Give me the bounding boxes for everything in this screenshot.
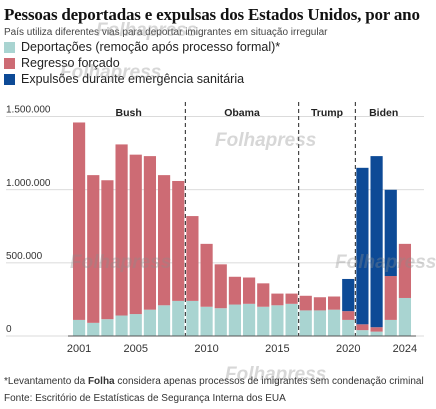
legend-swatch-regresso xyxy=(4,57,15,69)
bar-segment-regresso-2008 xyxy=(172,180,185,301)
bar-segment-deportacoes-2005 xyxy=(129,314,142,336)
bar-segment-deportacoes-2007 xyxy=(157,305,171,336)
stacked-bar-chart: Bush Obama Trump Biden 0 500.000 1.000.000 1.5… xyxy=(6,102,424,355)
bar-segment-regresso-2013 xyxy=(242,277,256,304)
bar-segment-deportacoes-2009 xyxy=(186,300,199,336)
y-tick-label: 1.500.000 xyxy=(6,105,51,116)
bar-segment-regresso-2015 xyxy=(271,293,284,306)
bar-segment-deportacoes-2001 xyxy=(72,319,86,336)
bar-segment-regresso-2006 xyxy=(143,156,157,310)
chart-subtitle: País utiliza diferentes vias para deport… xyxy=(4,27,328,38)
y-tick-label: 500.000 xyxy=(6,251,43,262)
bar-segment-regresso-2004 xyxy=(115,144,128,316)
bar-segment-deportacoes-2015 xyxy=(271,305,284,336)
bar-segment-expulsoes-2022 xyxy=(370,156,383,328)
legend-swatch-deportacoes xyxy=(4,41,15,53)
bar-segment-regresso-2021 xyxy=(356,324,369,331)
bar-segment-deportacoes-2006 xyxy=(143,309,157,336)
bar-segment-deportacoes-2017 xyxy=(299,310,312,336)
legend-item-deportacoes: Deportações (remoção após processo forma… xyxy=(4,39,280,55)
bar-segment-expulsoes-2021 xyxy=(356,167,369,325)
y-tick-label: 1.000.000 xyxy=(6,178,51,189)
bar-segment-regresso-2020 xyxy=(342,311,355,320)
bar-segment-deportacoes-2020 xyxy=(342,319,355,336)
legend-label-regresso: Regresso forçado xyxy=(21,56,120,70)
bar-segment-deportacoes-2010 xyxy=(200,306,213,336)
bar-segment-regresso-2002 xyxy=(87,175,100,323)
bar-segment-deportacoes-2024 xyxy=(398,297,412,336)
legend: Deportações (remoção após processo forma… xyxy=(4,39,280,87)
footnote: *Levantamento da Folha considera apenas … xyxy=(4,376,424,387)
source-note: Fonte: Escritório de Estatísticas de Seg… xyxy=(4,393,286,404)
x-tick-label: 2010 xyxy=(194,343,218,355)
bar-segment-deportacoes-2003 xyxy=(101,319,114,336)
bar-segment-regresso-2014 xyxy=(257,283,270,307)
bar-segment-deportacoes-2002 xyxy=(87,322,100,336)
chart-title: Pessoas deportadas e expulsas dos Estado… xyxy=(4,5,420,24)
bar-segment-deportacoes-2011 xyxy=(214,308,227,336)
bar-segment-deportacoes-2022 xyxy=(370,331,383,336)
footnote-prefix: *Levantamento da xyxy=(4,376,88,387)
legend-label-expulsoes: Expulsões durante emergência sanitária xyxy=(21,72,245,86)
bar-segment-regresso-2016 xyxy=(285,293,298,304)
bar-segment-regresso-2009 xyxy=(186,216,199,301)
bar-segment-deportacoes-2021 xyxy=(356,330,369,336)
bar-segment-deportacoes-2008 xyxy=(172,300,185,336)
period-label-obama: Obama xyxy=(224,107,260,119)
x-tick-label: 2001 xyxy=(67,343,91,355)
legend-label-deportacoes: Deportações (remoção após processo forma… xyxy=(21,40,281,54)
bar-segment-regresso-2018 xyxy=(313,297,327,311)
bar-segment-regresso-2024 xyxy=(398,243,412,298)
bar-segment-expulsoes-2020 xyxy=(342,278,355,312)
bar-segment-deportacoes-2012 xyxy=(228,304,242,336)
x-tick-label: 2024 xyxy=(393,343,417,355)
bar-segment-regresso-2017 xyxy=(299,295,312,311)
legend-item-expulsoes: Expulsões durante emergência sanitária xyxy=(4,71,280,87)
bar-segment-regresso-2012 xyxy=(228,276,242,305)
bar-segment-regresso-2007 xyxy=(157,175,171,306)
bar-segment-deportacoes-2014 xyxy=(257,306,270,336)
bar-segment-deportacoes-2019 xyxy=(327,309,341,336)
x-tick-label: 2015 xyxy=(265,343,289,355)
bar-segment-regresso-2003 xyxy=(101,180,114,320)
bar-segment-regresso-2019 xyxy=(327,296,341,310)
period-label-bush: Bush xyxy=(116,107,142,119)
x-tick-label: 2020 xyxy=(336,343,360,355)
bar-segment-regresso-2010 xyxy=(200,243,213,307)
footnote-suffix: considera apenas processos de imigrantes… xyxy=(114,376,424,387)
x-tick-label: 2005 xyxy=(124,343,148,355)
y-tick-label: 0 xyxy=(6,324,12,335)
period-label-biden: Biden xyxy=(369,107,398,119)
bar-segment-expulsoes-2023 xyxy=(384,189,397,277)
legend-swatch-expulsoes xyxy=(4,73,15,85)
bar-segment-regresso-2023 xyxy=(384,276,397,320)
bar-segment-deportacoes-2004 xyxy=(115,315,128,336)
bar-segment-regresso-2011 xyxy=(214,264,227,309)
bar-segment-deportacoes-2023 xyxy=(384,319,397,336)
bar-segment-deportacoes-2018 xyxy=(313,310,327,336)
legend-item-regresso: Regresso forçado xyxy=(4,55,280,71)
footnote-bold: Folha xyxy=(87,376,115,387)
bar-segment-deportacoes-2013 xyxy=(242,303,256,336)
bar-segment-regresso-2001 xyxy=(72,122,86,320)
period-label-trump: Trump xyxy=(311,107,343,119)
bar-segment-regresso-2005 xyxy=(129,154,142,315)
bar-segment-deportacoes-2016 xyxy=(285,303,298,336)
bar-segment-regresso-2022 xyxy=(370,327,383,332)
